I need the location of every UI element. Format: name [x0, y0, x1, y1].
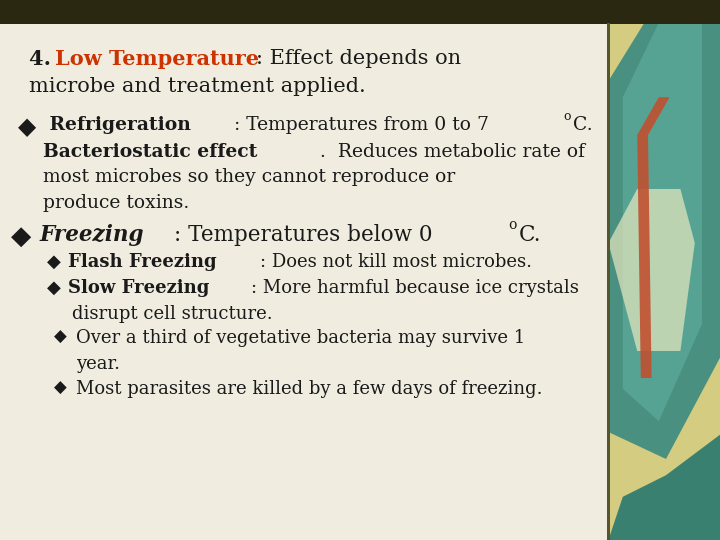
Text: most microbes so they cannot reproduce or: most microbes so they cannot reproduce o…: [43, 168, 456, 186]
Text: microbe and treatment applied.: microbe and treatment applied.: [29, 77, 366, 96]
Polygon shape: [637, 97, 670, 378]
Text: year.: year.: [76, 355, 120, 373]
Text: o: o: [563, 110, 570, 123]
Text: : Temperatures below 0: : Temperatures below 0: [174, 224, 433, 246]
Text: ◆: ◆: [11, 224, 31, 249]
Polygon shape: [608, 23, 720, 459]
FancyBboxPatch shape: [0, 0, 720, 24]
Text: Over a third of vegetative bacteria may survive 1: Over a third of vegetative bacteria may …: [76, 329, 526, 347]
FancyBboxPatch shape: [0, 23, 608, 540]
Text: : More harmful because ice crystals: : More harmful because ice crystals: [251, 279, 579, 297]
Text: 4.: 4.: [29, 49, 58, 69]
Text: : Effect depends on: : Effect depends on: [256, 49, 461, 68]
Text: Freezing: Freezing: [40, 224, 144, 246]
Text: C.: C.: [572, 116, 593, 134]
Text: o: o: [508, 218, 516, 232]
Text: produce toxins.: produce toxins.: [43, 194, 189, 212]
Text: Most parasites are killed by a few days of freezing.: Most parasites are killed by a few days …: [76, 380, 543, 398]
FancyBboxPatch shape: [608, 23, 720, 540]
Text: disrupt cell structure.: disrupt cell structure.: [72, 305, 273, 322]
Polygon shape: [608, 189, 695, 351]
Text: Refrigeration: Refrigeration: [43, 116, 191, 134]
Text: C.: C.: [519, 224, 541, 246]
Polygon shape: [608, 432, 720, 540]
Text: ◆: ◆: [47, 279, 60, 297]
Text: Low Temperature: Low Temperature: [55, 49, 258, 69]
Text: Flash Freezing: Flash Freezing: [68, 253, 217, 271]
Polygon shape: [623, 23, 702, 421]
Text: : Does not kill most microbes.: : Does not kill most microbes.: [260, 253, 532, 271]
Text: Slow Freezing: Slow Freezing: [68, 279, 210, 297]
Text: ◆: ◆: [18, 116, 36, 139]
Text: ◆: ◆: [47, 253, 60, 271]
Text: Bacteriostatic effect: Bacteriostatic effect: [43, 143, 258, 161]
Text: .  Reduces metabolic rate of: . Reduces metabolic rate of: [320, 143, 585, 161]
Text: ◆: ◆: [54, 380, 67, 397]
FancyBboxPatch shape: [607, 23, 610, 540]
Text: : Temperatures from 0 to 7: : Temperatures from 0 to 7: [234, 116, 489, 134]
Text: ◆: ◆: [54, 329, 67, 346]
